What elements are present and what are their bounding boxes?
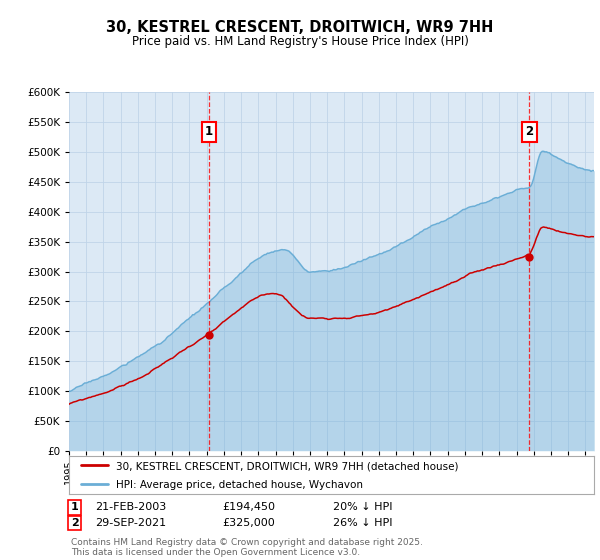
Text: 2: 2 xyxy=(526,125,533,138)
Text: Price paid vs. HM Land Registry's House Price Index (HPI): Price paid vs. HM Land Registry's House … xyxy=(131,35,469,48)
Text: HPI: Average price, detached house, Wychavon: HPI: Average price, detached house, Wych… xyxy=(116,480,363,490)
Text: 1: 1 xyxy=(71,502,79,512)
Text: 29-SEP-2021: 29-SEP-2021 xyxy=(95,518,166,528)
Text: 20% ↓ HPI: 20% ↓ HPI xyxy=(333,502,392,512)
Text: £194,450: £194,450 xyxy=(222,502,275,512)
Text: Contains HM Land Registry data © Crown copyright and database right 2025.
This d: Contains HM Land Registry data © Crown c… xyxy=(71,538,422,557)
Text: 1: 1 xyxy=(205,125,213,138)
Text: 26% ↓ HPI: 26% ↓ HPI xyxy=(333,518,392,528)
Text: 30, KESTREL CRESCENT, DROITWICH, WR9 7HH (detached house): 30, KESTREL CRESCENT, DROITWICH, WR9 7HH… xyxy=(116,461,459,471)
Text: 21-FEB-2003: 21-FEB-2003 xyxy=(95,502,166,512)
Text: 30, KESTREL CRESCENT, DROITWICH, WR9 7HH: 30, KESTREL CRESCENT, DROITWICH, WR9 7HH xyxy=(106,20,494,35)
Text: £325,000: £325,000 xyxy=(222,518,275,528)
Text: 2: 2 xyxy=(71,518,79,528)
